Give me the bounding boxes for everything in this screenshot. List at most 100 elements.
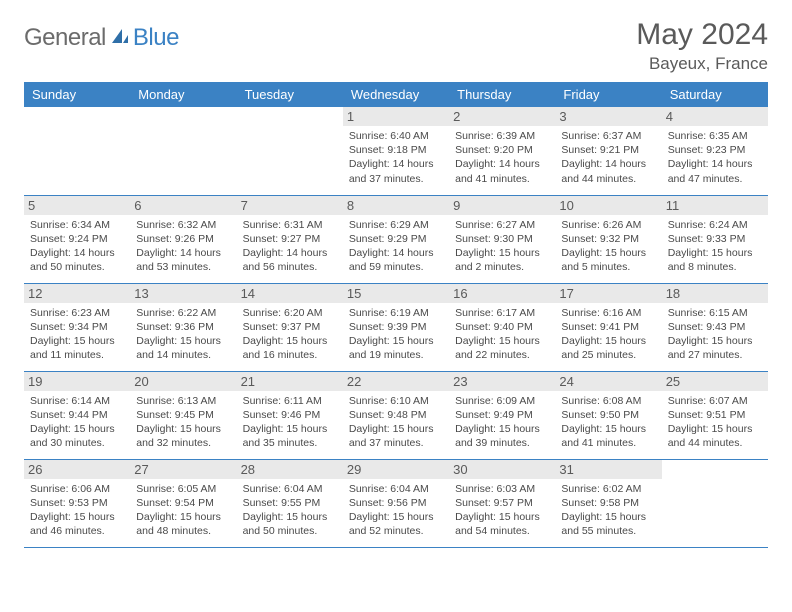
calendar-day-cell: 26 Sunrise: 6:06 AMSunset: 9:53 PMDayligh… xyxy=(24,459,130,547)
day-number: 4 xyxy=(662,107,768,126)
calendar-day-cell: 1 Sunrise: 6:40 AMSunset: 9:18 PMDaylight… xyxy=(343,107,449,195)
calendar-day-cell: 18Sunrise: 6:15 AMSunset: 9:43 PMDayligh… xyxy=(662,283,768,371)
calendar-day-cell xyxy=(237,107,343,195)
day-number: 5 xyxy=(24,196,130,215)
calendar-day-cell: 11 Sunrise: 6:24 AMSunset: 9:33 PMDayligh… xyxy=(662,195,768,283)
day-details: Sunrise: 6:08 AMSunset: 9:50 PMDaylight:… xyxy=(561,394,655,451)
calendar-day-cell: 24 Sunrise: 6:08 AMSunset: 9:50 PMDayligh… xyxy=(555,371,661,459)
calendar-day-cell: 13 Sunrise: 6:22 AMSunset: 9:36 PMDayligh… xyxy=(130,283,236,371)
calendar-day-cell: 10 Sunrise: 6:26 AMSunset: 9:32 PMDayligh… xyxy=(555,195,661,283)
location: Bayeux, France xyxy=(636,54,768,74)
day-details: Sunrise: 6:17 AMSunset: 9:40 PMDaylight:… xyxy=(455,306,549,363)
day-number: 6 xyxy=(130,196,236,215)
day-details: Sunrise: 6:02 AMSunset: 9:58 PMDaylight:… xyxy=(561,482,655,539)
day-details: Sunrise: 6:13 AMSunset: 9:45 PMDaylight:… xyxy=(136,394,230,451)
day-details: Sunrise: 6:39 AMSunset: 9:20 PMDaylight:… xyxy=(455,129,549,186)
calendar-day-cell: 6 Sunrise: 6:32 AMSunset: 9:26 PMDaylight… xyxy=(130,195,236,283)
calendar-day-cell: 20 Sunrise: 6:13 AMSunset: 9:45 PMDayligh… xyxy=(130,371,236,459)
day-details: Sunrise: 6:35 AMSunset: 9:23 PMDaylight:… xyxy=(668,129,762,186)
day-details: Sunrise: 6:09 AMSunset: 9:49 PMDaylight:… xyxy=(455,394,549,451)
day-number: 24 xyxy=(555,372,661,391)
day-number: 10 xyxy=(555,196,661,215)
day-number: 27 xyxy=(130,460,236,479)
calendar-week-row: 5 Sunrise: 6:34 AMSunset: 9:24 PMDaylight… xyxy=(24,195,768,283)
calendar-day-cell: 3Sunrise: 6:37 AMSunset: 9:21 PMDaylight… xyxy=(555,107,661,195)
day-details: Sunrise: 6:16 AMSunset: 9:41 PMDaylight:… xyxy=(561,306,655,363)
calendar-day-cell xyxy=(130,107,236,195)
day-header: Tuesday xyxy=(237,82,343,107)
day-details: Sunrise: 6:11 AMSunset: 9:46 PMDaylight:… xyxy=(243,394,337,451)
day-number: 21 xyxy=(237,372,343,391)
day-number: 8 xyxy=(343,196,449,215)
logo-text-blue: Blue xyxy=(133,24,179,52)
day-number: 1 xyxy=(343,107,449,126)
calendar-table: SundayMondayTuesdayWednesdayThursdayFrid… xyxy=(24,82,768,548)
calendar-week-row: 26 Sunrise: 6:06 AMSunset: 9:53 PMDayligh… xyxy=(24,459,768,547)
calendar-day-cell: 16 Sunrise: 6:17 AMSunset: 9:40 PMDayligh… xyxy=(449,283,555,371)
calendar-day-cell: 7Sunrise: 6:31 AMSunset: 9:27 PMDaylight… xyxy=(237,195,343,283)
day-number: 15 xyxy=(343,284,449,303)
day-details: Sunrise: 6:29 AMSunset: 9:29 PMDaylight:… xyxy=(349,218,443,275)
day-details: Sunrise: 6:04 AMSunset: 9:56 PMDaylight:… xyxy=(349,482,443,539)
day-details: Sunrise: 6:27 AMSunset: 9:30 PMDaylight:… xyxy=(455,218,549,275)
calendar-day-cell: 25 Sunrise: 6:07 AMSunset: 9:51 PMDayligh… xyxy=(662,371,768,459)
day-details: Sunrise: 6:20 AMSunset: 9:37 PMDaylight:… xyxy=(243,306,337,363)
day-details: Sunrise: 6:06 AMSunset: 9:53 PMDaylight:… xyxy=(30,482,124,539)
day-number: 26 xyxy=(24,460,130,479)
calendar-body: 1 Sunrise: 6:40 AMSunset: 9:18 PMDaylight… xyxy=(24,107,768,547)
header: General Blue May 2024 Bayeux, France xyxy=(24,18,768,74)
calendar-day-cell xyxy=(24,107,130,195)
day-details: Sunrise: 6:03 AMSunset: 9:57 PMDaylight:… xyxy=(455,482,549,539)
day-header: Monday xyxy=(130,82,236,107)
calendar-day-cell: 5 Sunrise: 6:34 AMSunset: 9:24 PMDaylight… xyxy=(24,195,130,283)
day-number: 13 xyxy=(130,284,236,303)
day-number: 18 xyxy=(662,284,768,303)
day-details: Sunrise: 6:40 AMSunset: 9:18 PMDaylight:… xyxy=(349,129,443,186)
day-details: Sunrise: 6:31 AMSunset: 9:27 PMDaylight:… xyxy=(243,218,337,275)
day-number: 25 xyxy=(662,372,768,391)
calendar-day-cell: 22Sunrise: 6:10 AMSunset: 9:48 PMDayligh… xyxy=(343,371,449,459)
day-number: 16 xyxy=(449,284,555,303)
calendar-day-cell: 23Sunrise: 6:09 AMSunset: 9:49 PMDayligh… xyxy=(449,371,555,459)
day-details: Sunrise: 6:24 AMSunset: 9:33 PMDaylight:… xyxy=(668,218,762,275)
day-details: Sunrise: 6:32 AMSunset: 9:26 PMDaylight:… xyxy=(136,218,230,275)
logo-sail-icon xyxy=(110,27,130,50)
day-details: Sunrise: 6:05 AMSunset: 9:54 PMDaylight:… xyxy=(136,482,230,539)
day-number: 20 xyxy=(130,372,236,391)
day-details: Sunrise: 6:23 AMSunset: 9:34 PMDaylight:… xyxy=(30,306,124,363)
calendar-week-row: 1 Sunrise: 6:40 AMSunset: 9:18 PMDaylight… xyxy=(24,107,768,195)
day-details: Sunrise: 6:26 AMSunset: 9:32 PMDaylight:… xyxy=(561,218,655,275)
calendar-day-cell: 2 Sunrise: 6:39 AMSunset: 9:20 PMDaylight… xyxy=(449,107,555,195)
day-details: Sunrise: 6:34 AMSunset: 9:24 PMDaylight:… xyxy=(30,218,124,275)
day-details: Sunrise: 6:04 AMSunset: 9:55 PMDaylight:… xyxy=(243,482,337,539)
calendar-day-cell: 15 Sunrise: 6:19 AMSunset: 9:39 PMDayligh… xyxy=(343,283,449,371)
day-number: 3 xyxy=(555,107,661,126)
calendar-day-cell: 31 Sunrise: 6:02 AMSunset: 9:58 PMDayligh… xyxy=(555,459,661,547)
day-details: Sunrise: 6:19 AMSunset: 9:39 PMDaylight:… xyxy=(349,306,443,363)
day-details: Sunrise: 6:10 AMSunset: 9:48 PMDaylight:… xyxy=(349,394,443,451)
day-header: Friday xyxy=(555,82,661,107)
calendar-day-cell: 14Sunrise: 6:20 AMSunset: 9:37 PMDayligh… xyxy=(237,283,343,371)
day-number: 31 xyxy=(555,460,661,479)
calendar-day-cell: 9Sunrise: 6:27 AMSunset: 9:30 PMDaylight… xyxy=(449,195,555,283)
calendar-day-cell: 4 Sunrise: 6:35 AMSunset: 9:23 PMDaylight… xyxy=(662,107,768,195)
day-details: Sunrise: 6:07 AMSunset: 9:51 PMDaylight:… xyxy=(668,394,762,451)
title-block: May 2024 Bayeux, France xyxy=(636,18,768,74)
day-number: 12 xyxy=(24,284,130,303)
calendar-day-cell: 12 Sunrise: 6:23 AMSunset: 9:34 PMDayligh… xyxy=(24,283,130,371)
calendar-week-row: 19Sunrise: 6:14 AMSunset: 9:44 PMDayligh… xyxy=(24,371,768,459)
day-header: Wednesday xyxy=(343,82,449,107)
day-details: Sunrise: 6:22 AMSunset: 9:36 PMDaylight:… xyxy=(136,306,230,363)
day-number: 19 xyxy=(24,372,130,391)
calendar-day-cell: 19Sunrise: 6:14 AMSunset: 9:44 PMDayligh… xyxy=(24,371,130,459)
calendar-head: SundayMondayTuesdayWednesdayThursdayFrid… xyxy=(24,82,768,107)
day-number: 17 xyxy=(555,284,661,303)
day-header: Saturday xyxy=(662,82,768,107)
calendar-day-cell: 8 Sunrise: 6:29 AMSunset: 9:29 PMDaylight… xyxy=(343,195,449,283)
calendar-day-cell: 27 Sunrise: 6:05 AMSunset: 9:54 PMDayligh… xyxy=(130,459,236,547)
calendar-day-cell: 17 Sunrise: 6:16 AMSunset: 9:41 PMDayligh… xyxy=(555,283,661,371)
calendar-week-row: 12 Sunrise: 6:23 AMSunset: 9:34 PMDayligh… xyxy=(24,283,768,371)
day-number: 2 xyxy=(449,107,555,126)
day-header: Sunday xyxy=(24,82,130,107)
day-number: 11 xyxy=(662,196,768,215)
